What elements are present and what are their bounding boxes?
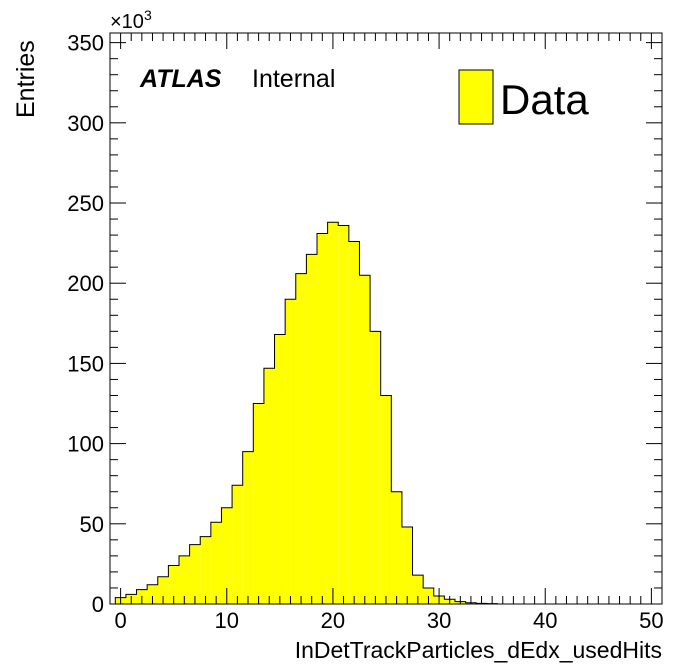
histogram-bin	[306, 254, 317, 604]
y-multiplier: ×103	[110, 7, 152, 33]
histogram-bars	[114, 221, 498, 605]
histogram-bin	[179, 555, 190, 604]
histogram-bin	[157, 576, 169, 604]
histogram-bin	[412, 575, 424, 604]
histogram-bin	[221, 507, 233, 604]
histogram-bin	[401, 527, 413, 604]
x-tick-label: 50	[639, 608, 663, 633]
legend-label-data: Data	[500, 76, 589, 123]
axis-ticks	[109, 33, 663, 605]
x-tick-label: 10	[215, 608, 239, 633]
x-tick-label: 30	[427, 608, 451, 633]
histogram-bin	[338, 225, 349, 604]
y-tick-label: 250	[67, 191, 104, 216]
x-tick-label: 0	[114, 608, 126, 633]
histogram-bin	[189, 544, 201, 604]
legend-swatch	[458, 69, 494, 125]
histogram-bin	[168, 565, 179, 604]
y-tick-label: 50	[80, 512, 104, 537]
histogram-bin	[232, 485, 243, 604]
histogram-outline	[114, 221, 498, 605]
y-tick-label: 350	[67, 31, 104, 56]
histogram-bin	[295, 273, 307, 604]
y-tick-label: 200	[67, 271, 104, 296]
y-tick-label: 100	[67, 432, 104, 457]
histogram-bin	[327, 222, 339, 604]
y-tick-labels: 0 50 100 150 200 250 300 350	[67, 31, 104, 617]
histogram-bin	[317, 233, 328, 604]
y-tick-label: 300	[67, 111, 104, 136]
histogram-bin	[285, 299, 296, 604]
histogram-bin	[359, 275, 371, 604]
x-axis-label: InDetTrackParticles_dEdx_usedHits	[295, 637, 662, 663]
histogram-bin	[380, 395, 392, 604]
x-tick-label: 40	[533, 608, 557, 633]
histogram-bin	[200, 536, 211, 604]
y-axis-label: Entries	[12, 40, 40, 118]
y-tick-label: 150	[67, 351, 104, 376]
histogram-bin	[210, 522, 222, 604]
histogram-bin	[242, 451, 254, 604]
y-multiplier-base: ×10	[110, 11, 144, 33]
histogram-bin	[348, 241, 360, 604]
histogram-bin	[263, 368, 275, 604]
atlas-label: ATLAS	[139, 65, 222, 93]
histogram-bin	[147, 584, 158, 604]
histogram-bin	[423, 587, 434, 604]
internal-label: Internal	[252, 65, 335, 93]
y-tick-label: 0	[92, 592, 104, 617]
histogram-bin	[274, 334, 286, 604]
histogram-bin	[253, 403, 264, 604]
histogram-bin	[370, 331, 381, 604]
x-tick-label: 20	[321, 608, 345, 633]
y-multiplier-exponent: 3	[144, 7, 152, 23]
histogram-bin	[391, 491, 402, 604]
x-tick-labels: 0 10 20 30 40 50	[114, 608, 663, 633]
